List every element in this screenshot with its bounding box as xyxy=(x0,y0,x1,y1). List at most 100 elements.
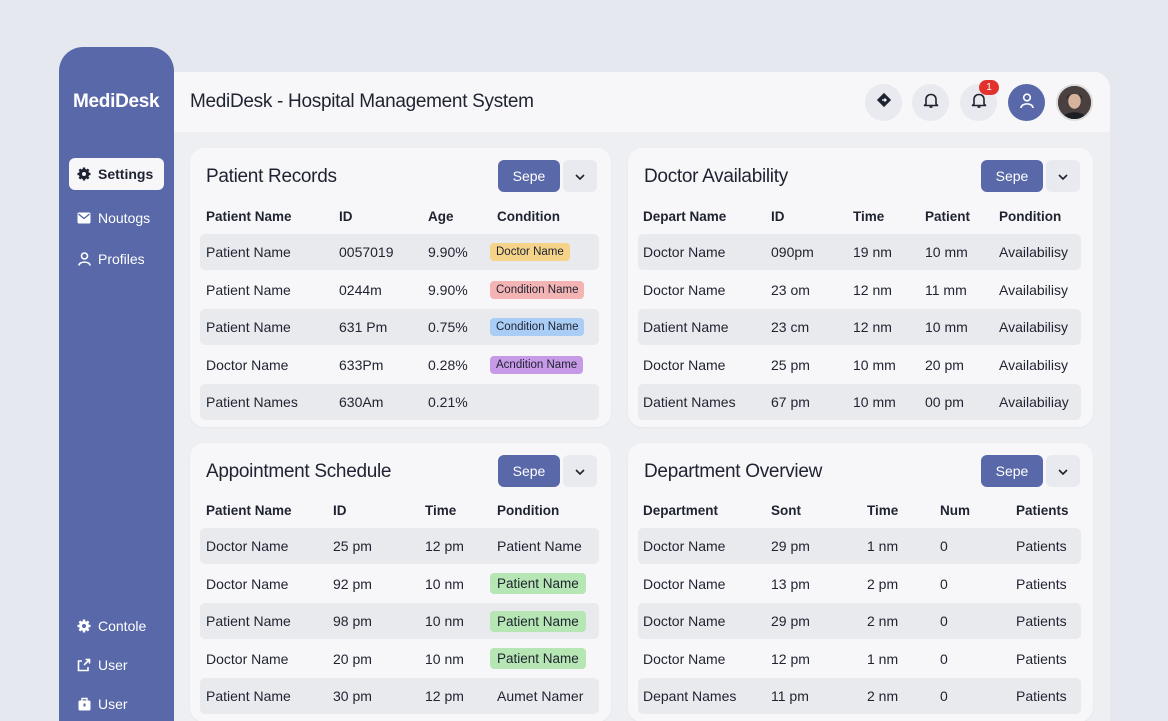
status-badge: Doctor Name xyxy=(490,243,570,261)
table-row[interactable]: Doctor Name 13 pm 2 pm 0 Patients xyxy=(638,566,1081,602)
table-cell: Doctor Name xyxy=(643,281,726,298)
table-cell: 10 mm xyxy=(925,319,968,335)
table-header: Depart Name ID Time Patient Pondition xyxy=(638,198,1081,234)
avatar[interactable] xyxy=(1056,84,1093,121)
table-cell: Patient Name xyxy=(206,244,291,260)
save-button[interactable]: Sepe xyxy=(498,160,560,192)
table-cell: Availabilisy xyxy=(999,319,1068,335)
table-cell: Availabilisy xyxy=(999,356,1068,373)
notification-badge: 1 xyxy=(979,80,999,95)
main-window: MediDesk - Hospital Management System 1 xyxy=(174,72,1110,721)
table-cell: 10 nm xyxy=(425,613,464,629)
sidebar-item-label: User xyxy=(98,696,128,712)
table-cell: 10 nm xyxy=(425,575,464,592)
user-profile-button[interactable] xyxy=(1008,84,1045,121)
diamond-button[interactable] xyxy=(865,84,902,121)
table-cell: 10 mm xyxy=(853,356,896,373)
table-row[interactable]: Patient Name 98 pm 10 nm Patient Name xyxy=(200,603,599,639)
sidebar-item-user-2[interactable]: User xyxy=(69,688,164,720)
table-row[interactable]: Doctor Name 25 pm 10 mm 20 pm Availabilisy xyxy=(638,347,1081,383)
table-row[interactable]: Depant Names 11 pm 2 nm 0 Patients xyxy=(638,678,1081,714)
panel-title: Doctor Availability xyxy=(644,166,788,187)
table-row[interactable]: Doctor Name 633Pm 0.28% Acndition Name xyxy=(200,347,599,383)
table-cell: 9.90% xyxy=(428,244,468,260)
column-header: Depart Name xyxy=(643,208,727,224)
save-button[interactable]: Sepe xyxy=(981,455,1043,487)
column-header: Sont xyxy=(771,502,801,518)
table-cell: 0 xyxy=(940,650,948,667)
table-row[interactable]: Doctor Name 92 pm 10 nm Patient Name xyxy=(200,566,599,602)
sidebar-item-settings[interactable]: Settings xyxy=(69,158,164,190)
save-button[interactable]: Sepe xyxy=(498,455,560,487)
table-cell: 23 cm xyxy=(771,319,810,335)
table-row[interactable]: Doctor Name 23 om 12 nm 11 mm Availabilisy xyxy=(638,272,1081,308)
table-cell: 633Pm xyxy=(339,356,384,373)
table-cell: 92 pm xyxy=(333,575,372,592)
table-cell: 00 pm xyxy=(925,394,964,410)
table-row[interactable]: Datient Names 67 pm 10 mm 00 pm Availabiliay xyxy=(638,384,1081,420)
table-cell: 0.28% xyxy=(428,356,468,373)
table-row[interactable]: Patient Name 30 pm 12 pm Aumet Namer xyxy=(200,678,599,714)
table-cell: Patients xyxy=(1016,650,1067,667)
sidebar-item-label: Noutogs xyxy=(98,210,151,226)
column-header: Num xyxy=(940,502,970,518)
sidebar-item-label: User xyxy=(98,657,128,673)
panel-menu-button[interactable] xyxy=(1046,455,1080,487)
status-badge: Patient Name xyxy=(490,610,586,632)
user-icon xyxy=(1019,92,1035,114)
table-cell: 30 pm xyxy=(333,688,372,704)
save-button[interactable]: Sepe xyxy=(981,160,1043,192)
table-cell: 1 nm xyxy=(867,538,899,554)
appointment-schedule-panel: Appointment Schedule Sepe Patient Name I… xyxy=(190,443,611,721)
table-cell: Doctor Name xyxy=(206,650,289,667)
table-cell: Patients xyxy=(1016,538,1067,554)
sidebar-item-profiles[interactable]: Profiles xyxy=(69,243,164,275)
table-cell: 0 xyxy=(940,575,948,592)
sidebar-item-notifications[interactable]: Noutogs xyxy=(69,202,164,234)
table-row[interactable]: Patient Name 0057019 9.90% Doctor Name xyxy=(200,234,599,270)
sidebar-item-console[interactable]: Contole xyxy=(69,610,164,642)
chevron-down-icon xyxy=(575,167,585,185)
notifications-button[interactable]: 1 xyxy=(960,80,999,121)
page-title: MediDesk - Hospital Management System xyxy=(190,91,534,112)
table-cell: Doctor Name xyxy=(643,356,726,373)
chevron-down-icon xyxy=(1058,167,1068,185)
table-cell: 0 xyxy=(940,688,948,704)
table-cell: Datient Names xyxy=(643,394,736,410)
table-cell: Availabilisy xyxy=(999,281,1068,298)
table-cell: Doctor Name xyxy=(643,650,726,667)
table-cell: 1 nm xyxy=(867,650,899,667)
table-cell: Doctor Name xyxy=(643,244,726,260)
column-header: Patient xyxy=(925,208,971,224)
column-header: Age xyxy=(428,208,454,224)
panel-menu-button[interactable] xyxy=(1046,160,1080,192)
table-cell: Doctor Name xyxy=(643,575,726,592)
panel-menu-button[interactable] xyxy=(563,455,597,487)
table-row[interactable]: Doctor Name 12 pm 1 nm 0 Patients xyxy=(638,641,1081,677)
table-cell: Patient Name xyxy=(206,281,291,298)
bell-button[interactable] xyxy=(912,84,949,121)
table-row[interactable]: Datient Name 23 cm 12 nm 10 mm Availabilisy xyxy=(638,309,1081,345)
sidebar-item-user[interactable]: User xyxy=(69,649,164,681)
table-cell: 11 mm xyxy=(925,281,967,298)
chevron-down-icon xyxy=(1058,462,1068,480)
table-row[interactable]: Doctor Name 29 pm 2 nm 0 Patients xyxy=(638,603,1081,639)
panel-menu-button[interactable] xyxy=(563,160,597,192)
table-row[interactable]: Doctor Name 29 pm 1 nm 0 Patients xyxy=(638,528,1081,564)
table-cell: 090pm xyxy=(771,244,814,260)
table-row[interactable]: Patient Name 0244m 9.90% Condition Name xyxy=(200,272,599,308)
table-row[interactable]: Patient Names 630Am 0.21% xyxy=(200,384,599,420)
avatar-photo xyxy=(1058,86,1091,119)
table-row[interactable]: Doctor Name 25 pm 12 pm Patient Name xyxy=(200,528,599,564)
diamond-icon xyxy=(876,92,892,113)
column-header: Pondition xyxy=(497,502,560,518)
bell-icon xyxy=(971,92,987,114)
person-icon xyxy=(77,252,91,266)
sidebar-item-label: Settings xyxy=(98,166,154,182)
table-cell: Patient Name xyxy=(206,319,291,335)
panel-title: Appointment Schedule xyxy=(206,461,392,482)
table-row[interactable]: Patient Name 631 Pm 0.75% Condition Name xyxy=(200,309,599,345)
table-cell: 19 nm xyxy=(853,244,892,260)
table-row[interactable]: Doctor Name 20 pm 10 nm Patient Name xyxy=(200,641,599,677)
table-row[interactable]: Doctor Name 090pm 19 nm 10 mm Availabilisy xyxy=(638,234,1081,270)
